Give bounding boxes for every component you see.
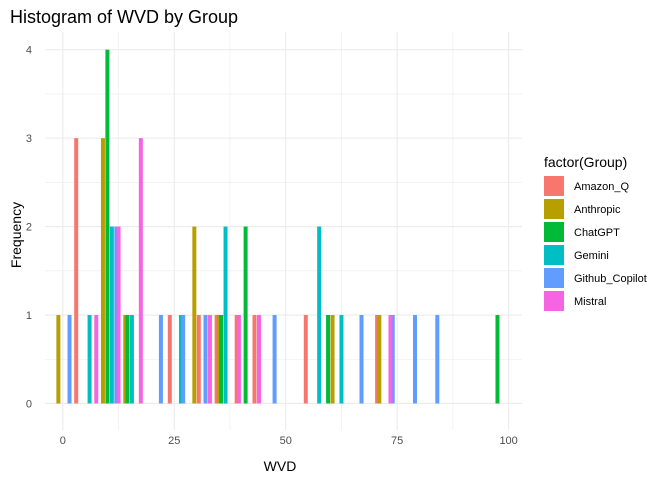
bar	[413, 315, 418, 404]
bar	[114, 226, 119, 404]
legend-item: Gemini	[544, 245, 609, 265]
bar	[67, 315, 72, 404]
legend-label: Amazon_Q	[574, 181, 629, 193]
bar	[326, 315, 331, 404]
legend-swatch	[544, 199, 564, 219]
bar	[94, 315, 99, 404]
legend-swatch	[544, 176, 564, 196]
bar	[435, 315, 440, 404]
bar	[216, 315, 221, 404]
chart-title: Histogram of WVD by Group	[10, 7, 238, 27]
x-axis-title: WVD	[264, 458, 297, 474]
bar	[138, 138, 143, 404]
legend-label: Anthropic	[574, 204, 621, 216]
series-amazon-q	[74, 138, 380, 404]
legend-label: Github_Copilot	[574, 273, 647, 285]
legend-item: Mistral	[544, 291, 606, 311]
bar	[375, 315, 380, 404]
bar	[100, 138, 105, 404]
bar	[203, 315, 208, 404]
bar	[116, 226, 121, 404]
legend-label: Gemini	[574, 250, 609, 262]
y-axis-ticks: 0 1 2 3 4	[26, 45, 32, 411]
bar	[252, 315, 257, 404]
bar	[192, 226, 197, 404]
bar	[129, 315, 134, 404]
bar	[330, 315, 335, 404]
y-axis-title: Frequency	[8, 202, 24, 268]
legend: factor(Group) Amazon_Q Anthropic ChatGPT Ge…	[544, 154, 647, 311]
bar	[167, 315, 172, 404]
bar	[109, 226, 114, 404]
bars-layer	[56, 49, 500, 404]
y-tick-label: 4	[26, 45, 32, 57]
bar	[236, 315, 241, 404]
bar	[256, 315, 261, 404]
bar	[219, 315, 224, 404]
bar	[74, 138, 79, 404]
bar	[303, 315, 308, 404]
legend-swatch	[544, 291, 564, 311]
legend-swatch	[544, 222, 564, 242]
series-mistral	[94, 138, 393, 404]
series-gemini	[87, 226, 344, 404]
y-tick-label: 3	[26, 133, 32, 145]
x-tick-label: 100	[499, 435, 517, 447]
bar	[178, 315, 183, 404]
y-tick-label: 0	[26, 398, 32, 410]
x-tick-label: 75	[391, 435, 403, 447]
bar	[223, 226, 228, 404]
bar	[495, 315, 500, 404]
series-anthropic	[56, 138, 382, 404]
bar	[317, 226, 322, 404]
legend-label: ChatGPT	[574, 227, 620, 239]
series-chatgpt	[105, 49, 500, 404]
series-github-copilot	[67, 226, 440, 404]
x-tick-label: 50	[280, 435, 292, 447]
bar	[105, 49, 110, 404]
legend-item: Amazon_Q	[544, 176, 629, 196]
y-tick-label: 2	[26, 222, 32, 234]
bar	[243, 226, 248, 404]
grid-lines	[45, 32, 522, 430]
bar	[339, 315, 344, 404]
bar	[207, 315, 212, 404]
bar	[56, 315, 61, 404]
x-axis-ticks: 0 25 50 75 100	[60, 435, 518, 447]
legend-title: factor(Group)	[544, 154, 627, 170]
x-tick-label: 25	[168, 435, 180, 447]
bar	[123, 315, 128, 404]
bar	[359, 315, 364, 404]
legend-label: Mistral	[574, 296, 606, 308]
bar	[158, 315, 163, 404]
bar	[234, 315, 239, 404]
legend-item: Github_Copilot	[544, 268, 647, 288]
bar	[196, 315, 201, 404]
bar	[87, 315, 92, 404]
legend-swatch	[544, 268, 564, 288]
legend-item: Anthropic	[544, 199, 621, 219]
bar	[390, 315, 395, 404]
bar	[181, 315, 186, 404]
legend-swatch	[544, 245, 564, 265]
bar	[377, 315, 382, 404]
bar	[388, 315, 393, 404]
legend-item: ChatGPT	[544, 222, 620, 242]
x-tick-label: 0	[60, 435, 66, 447]
bar	[214, 315, 219, 404]
bar	[125, 315, 130, 404]
bar	[272, 315, 277, 404]
y-tick-label: 1	[26, 310, 32, 322]
